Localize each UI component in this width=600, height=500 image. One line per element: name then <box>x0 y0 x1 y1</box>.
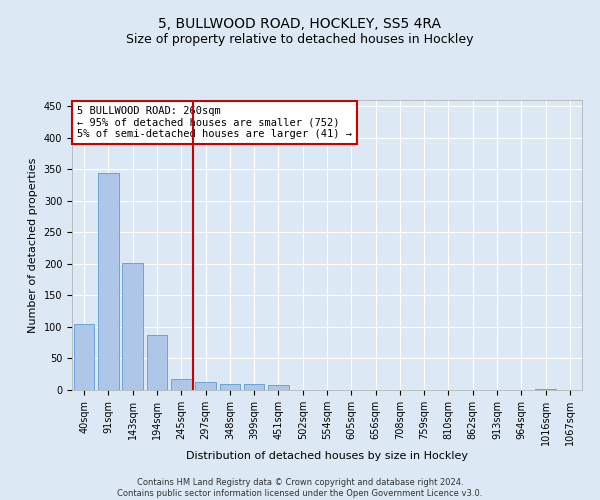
Bar <box>220 384 240 390</box>
Bar <box>244 384 265 390</box>
Text: 5 BULLWOOD ROAD: 260sqm
← 95% of detached houses are smaller (752)
5% of semi-de: 5 BULLWOOD ROAD: 260sqm ← 95% of detache… <box>77 106 352 139</box>
Text: Contains HM Land Registry data © Crown copyright and database right 2024.
Contai: Contains HM Land Registry data © Crown c… <box>118 478 482 498</box>
Bar <box>535 388 556 390</box>
Bar <box>268 385 289 390</box>
X-axis label: Distribution of detached houses by size in Hockley: Distribution of detached houses by size … <box>186 450 468 460</box>
Text: Size of property relative to detached houses in Hockley: Size of property relative to detached ho… <box>126 32 474 46</box>
Bar <box>122 262 143 390</box>
Bar <box>98 172 119 390</box>
Bar <box>195 382 216 390</box>
Text: 5, BULLWOOD ROAD, HOCKLEY, SS5 4RA: 5, BULLWOOD ROAD, HOCKLEY, SS5 4RA <box>158 18 442 32</box>
Bar <box>74 324 94 390</box>
Y-axis label: Number of detached properties: Number of detached properties <box>28 158 38 332</box>
Bar <box>171 380 191 390</box>
Bar <box>146 334 167 390</box>
